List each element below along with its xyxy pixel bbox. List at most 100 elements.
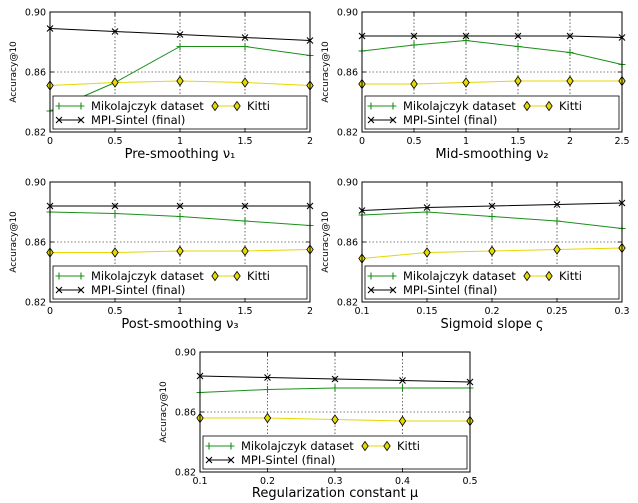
x-tick-label: 0.4	[395, 476, 410, 487]
x-tick-label: 0	[359, 136, 365, 147]
legend-marker	[389, 102, 397, 110]
data-point	[176, 245, 184, 257]
chart-panel-1: Mikolajczyk dataset Kitti MPI-Sintel (fina…	[9, 8, 314, 162]
legend-marker	[55, 272, 63, 280]
data-point	[399, 384, 406, 392]
x-tick-label: 2	[567, 136, 573, 147]
data-point	[410, 41, 418, 49]
legend-marker	[367, 272, 375, 280]
data-point	[553, 244, 561, 255]
legend-entry-label: Mikolajczyk dataset	[403, 99, 516, 113]
legend-marker	[211, 270, 219, 282]
y-tick-label: 0.86	[25, 238, 46, 249]
y-tick-label: 0.90	[25, 8, 46, 19]
data-point	[462, 37, 470, 44]
data-point	[111, 247, 119, 258]
legend-entry-label: MPI-Sintel (final)	[403, 113, 497, 127]
legend-marker	[77, 102, 85, 110]
chart-panel-5: Mikolajczyk dataset Kitti MPI-Sintel (fina…	[159, 348, 478, 502]
x-tick-label: 0	[47, 136, 53, 147]
data-point	[399, 377, 406, 384]
legend-entry-label: Kitti	[247, 269, 270, 283]
legend-marker	[389, 286, 397, 294]
data-point	[241, 245, 249, 257]
legend-marker	[55, 286, 63, 294]
legend-marker	[77, 272, 85, 280]
x-axis-label: Regularization constant μ	[252, 486, 418, 501]
legend-marker	[233, 270, 241, 282]
x-tick-label: 1	[177, 306, 183, 317]
x-tick-label: 0.1	[192, 476, 207, 487]
legend-entry-label: Kitti	[559, 269, 582, 283]
x-tick-label: 0.5	[107, 136, 122, 147]
data-point	[111, 28, 119, 35]
legend-marker	[205, 442, 213, 450]
legend-entry-label: Mikolajczyk dataset	[91, 99, 204, 113]
legend-entry-label: MPI-Sintel (final)	[403, 283, 497, 297]
data-point	[566, 75, 574, 87]
legend-entry-label: MPI-Sintel (final)	[241, 453, 335, 467]
data-point	[514, 75, 522, 87]
legend-box	[202, 435, 468, 470]
y-tick-label: 0.86	[337, 238, 358, 249]
x-axis-label: Sigmoid slope ς	[440, 317, 543, 332]
data-point	[176, 213, 184, 220]
y-tick-label: 0.82	[25, 128, 46, 139]
legend-entry-label: Kitti	[559, 99, 582, 113]
legend: Mikolajczyk dataset Kitti MPI-Sintel (fina…	[364, 95, 620, 130]
y-axis-label: Accuracy@10	[321, 41, 331, 103]
x-tick-label: 2.5	[614, 136, 629, 147]
data-point	[176, 31, 184, 38]
x-tick-label: 0	[47, 306, 53, 317]
data-point	[410, 78, 418, 90]
y-tick-label: 0.82	[25, 298, 46, 309]
legend-marker	[523, 100, 531, 112]
series-line-1	[361, 39, 623, 65]
data-point	[331, 414, 339, 425]
x-tick-label: 1.5	[237, 306, 252, 317]
legend-marker	[367, 102, 375, 110]
chart-panel-4: Mikolajczyk dataset Kitti MPI-Sintel (fina…	[321, 178, 630, 333]
x-tick-label: 0.5	[406, 136, 421, 147]
x-tick-label: 1	[177, 136, 183, 147]
data-point	[176, 202, 184, 210]
legend-marker	[227, 456, 235, 464]
legend-entry-label: MPI-Sintel (final)	[91, 283, 185, 297]
series-line-2	[362, 80, 622, 85]
y-axis-label: Accuracy@10	[9, 41, 19, 103]
x-tick-label: 0.2	[484, 306, 499, 317]
legend-marker	[383, 440, 391, 452]
y-tick-label: 0.90	[25, 178, 46, 189]
data-point	[553, 201, 561, 208]
y-axis-label: Accuracy@10	[9, 211, 19, 273]
data-point	[176, 75, 184, 87]
x-axis-label: Post-smoothing ν₃	[121, 317, 238, 332]
x-tick-label: 2	[307, 306, 313, 317]
chart-panel-3: Mikolajczyk dataset Kitti MPI-Sintel (fina…	[9, 178, 314, 332]
x-tick-label: 0.5	[462, 476, 477, 487]
x-tick-label: 0.3	[614, 306, 629, 317]
x-tick-label: 0.15	[416, 306, 437, 317]
data-point	[423, 247, 431, 258]
data-point	[514, 43, 522, 50]
data-point	[264, 374, 271, 381]
data-point	[488, 202, 496, 210]
legend-marker	[545, 100, 553, 112]
y-tick-label: 0.86	[337, 68, 358, 79]
x-tick-label: 0.25	[546, 306, 567, 317]
x-tick-label: 0.1	[354, 306, 369, 317]
legend-box	[364, 95, 620, 130]
data-point	[331, 384, 339, 392]
legend-marker	[205, 456, 213, 464]
legend-marker	[211, 100, 219, 112]
legend: Mikolajczyk dataset Kitti MPI-Sintel (fina…	[364, 265, 620, 300]
y-tick-label: 0.90	[337, 8, 358, 19]
data-point	[241, 43, 249, 50]
data-point	[241, 34, 249, 41]
x-axis-label: Mid-smoothing ν₂	[435, 147, 548, 162]
data-point	[331, 375, 339, 383]
legend: Mikolajczyk dataset Kitti MPI-Sintel (fina…	[202, 435, 468, 470]
legend-marker	[55, 102, 63, 110]
legend-marker	[361, 440, 369, 452]
legend-entry-label: MPI-Sintel (final)	[91, 113, 185, 127]
